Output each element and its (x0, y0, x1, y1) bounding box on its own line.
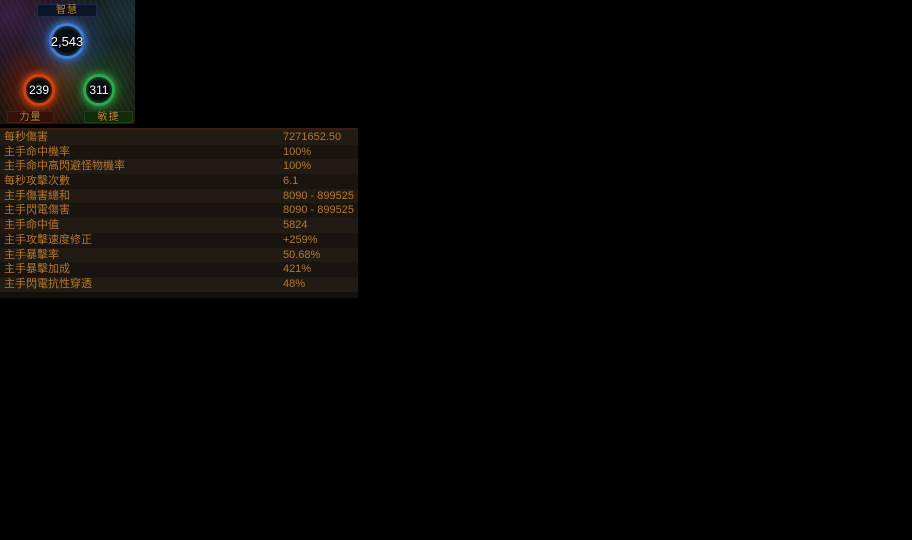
stat-label: 主手閃電傷害 (4, 204, 70, 217)
table-footer (0, 291, 358, 298)
dexterity-label: 敏捷 (84, 111, 133, 123)
stat-value: 7271652.50 (283, 131, 342, 143)
stat-label: 主手命中高閃避怪物機率 (4, 160, 125, 173)
stat-value: 8090 - 899525 (283, 204, 354, 217)
stat-value: 6.1 (283, 175, 299, 188)
strength-value: 239 (28, 83, 50, 97)
dexterity-value: 311 (89, 83, 109, 97)
table-row: 每秒傷害 7271652.50 (0, 130, 358, 145)
stat-value: 100% (283, 160, 312, 173)
table-row: 主手攻擊速度修正 +259% (0, 232, 358, 248)
stat-label: 主手命中機率 (4, 145, 70, 158)
table-row: 主手暴擊率 50.68% (0, 247, 358, 263)
intelligence-label: 智慧 (37, 4, 97, 17)
table-row: 主手閃電傷害 8090 - 899525 (0, 203, 358, 219)
stat-value: +259% (283, 233, 318, 246)
attribute-panel: 智慧 2,543 239 311 力量 敏捷 (0, 0, 135, 124)
stat-label: 主手暴擊率 (4, 248, 59, 261)
stat-value: 100% (283, 145, 312, 158)
stat-label: 主手閃電抗性穿透 (4, 277, 92, 290)
table-row: 主手命中機率 100% (0, 144, 358, 160)
stat-value: 48% (283, 277, 306, 290)
table-row: 主手命中高閃避怪物機率 100% (0, 159, 358, 175)
stat-label: 主手傷害總和 (4, 189, 70, 202)
dexterity-orb[interactable]: 311 (83, 74, 115, 106)
table-row: 每秒攻擊次數 6.1 (0, 174, 358, 189)
table-row: 主手傷害總和 8090 - 899525 (0, 188, 358, 204)
stat-label: 每秒傷害 (4, 131, 48, 143)
stat-value: 421% (283, 263, 312, 276)
stat-value: 50.68% (283, 248, 321, 261)
stat-label: 主手攻擊速度修正 (4, 233, 92, 246)
table-row: 主手暴擊加成 421% (0, 262, 358, 277)
intelligence-orb[interactable]: 2,543 (49, 23, 85, 59)
stat-label: 主手命中值 (4, 219, 59, 232)
stat-value: 5824 (283, 219, 308, 232)
strength-orb[interactable]: 239 (23, 74, 55, 106)
stat-value: 8090 - 899525 (283, 189, 354, 202)
table-row: 主手閃電抗性穿透 48% (0, 276, 358, 292)
intelligence-value: 2,543 (50, 33, 84, 49)
stat-label: 每秒攻擊次數 (4, 175, 70, 188)
strength-label: 力量 (7, 111, 54, 123)
stat-label: 主手暴擊加成 (4, 263, 70, 276)
stats-table: 每秒傷害 7271652.50 主手命中機率 100% 主手命中高閃避怪物機率 … (0, 128, 358, 298)
table-row: 主手命中值 5824 (0, 218, 358, 233)
